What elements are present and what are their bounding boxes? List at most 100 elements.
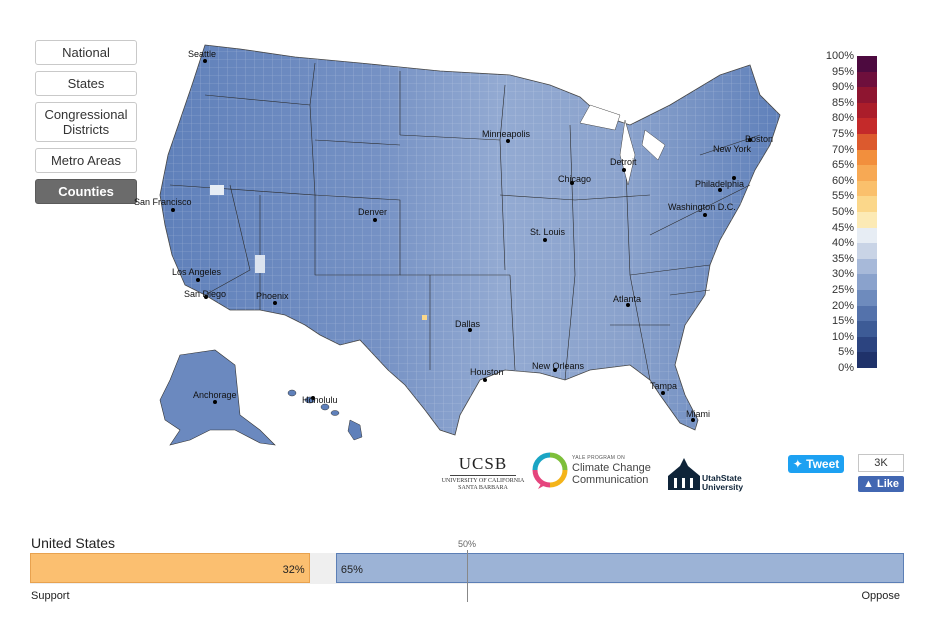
states-button[interactable]: States	[35, 71, 137, 96]
svg-text:Phoenix: Phoenix	[256, 291, 289, 301]
svg-text:Seattle: Seattle	[188, 49, 216, 59]
state-borders	[169, 62, 761, 381]
city-seattle: Seattle	[188, 49, 216, 63]
region-title: United States	[31, 535, 116, 551]
svg-text:Dallas: Dallas	[455, 319, 481, 329]
midline-label: 50%	[458, 539, 477, 549]
counties-button[interactable]: Counties	[35, 179, 137, 204]
city-dallas: Dallas	[455, 319, 481, 332]
svg-text:Minneapolis: Minneapolis	[482, 129, 531, 139]
hawaii-shape[interactable]	[287, 389, 363, 441]
city-st-louis: St. Louis	[530, 227, 566, 242]
legend-swatch	[857, 258, 877, 275]
legend-label: 50%	[831, 206, 854, 218]
legend-label: 80%	[831, 112, 854, 125]
svg-text:Houston: Houston	[470, 367, 504, 377]
svg-text:St. Louis: St. Louis	[530, 227, 566, 237]
svg-text:Tampa: Tampa	[650, 381, 677, 391]
legend-swatch	[857, 290, 877, 307]
city-miami: Miami	[686, 409, 710, 422]
twitter-bird-icon: ✦	[792, 457, 807, 471]
legend-label: 95%	[831, 65, 854, 78]
legend-swatch	[857, 227, 877, 244]
city-phoenix: Phoenix	[256, 291, 289, 305]
like-button[interactable]: ▲ Like	[858, 476, 904, 492]
city-los-angeles: Los Angeles	[172, 267, 222, 282]
city-atlanta: Atlanta	[613, 294, 641, 307]
city-san-francisco: San Francisco	[134, 197, 192, 212]
legend-swatch	[857, 336, 877, 353]
svg-text:Miami: Miami	[686, 409, 710, 419]
city-houston: Houston	[470, 367, 504, 382]
city-philadelphia: Philadelphia	[695, 179, 744, 192]
midline-marker	[467, 550, 468, 602]
oppose-label: Oppose	[861, 590, 900, 602]
svg-text:Denver: Denver	[358, 207, 387, 217]
metro-areas-button[interactable]: Metro Areas	[35, 148, 137, 173]
city-boston: Boston	[745, 134, 773, 144]
legend-swatch	[857, 212, 877, 229]
legend-swatch	[857, 165, 877, 182]
legend-label: 30%	[831, 268, 854, 281]
legend-swatch	[857, 87, 877, 104]
support-label: Support	[31, 590, 70, 602]
city-san-diego: San Diego	[184, 289, 226, 299]
legend-swatch	[857, 118, 877, 135]
legend-label: 100%	[825, 50, 854, 62]
thumbs-up-icon: ▲	[863, 478, 877, 490]
support-bar[interactable]	[30, 553, 310, 583]
city-detroit: Detroit	[610, 157, 637, 172]
legend-swatch	[857, 134, 877, 151]
utah-state-logo[interactable]: UtahState University	[666, 454, 776, 494]
legend-label: 60%	[831, 174, 854, 187]
svg-text:Anchorage: Anchorage	[193, 390, 237, 400]
svg-text:San Diego: San Diego	[184, 289, 226, 299]
like-count: 3K	[858, 454, 904, 472]
city-tampa: Tampa	[650, 381, 677, 395]
svg-text:New Orleans: New Orleans	[532, 361, 585, 371]
facebook-like-widget: 3K ▲ Like	[858, 454, 904, 492]
alaska-shape[interactable]	[159, 349, 276, 446]
svg-text:Boston: Boston	[745, 134, 773, 144]
legend-label: 35%	[831, 252, 854, 265]
national-button[interactable]: National	[35, 40, 137, 65]
support-value: 32%	[282, 564, 305, 576]
yale-climate-logo[interactable]: YALE PROGRAM ON Climate Change Communicat…	[532, 452, 672, 494]
legend-label: 15%	[831, 315, 854, 328]
tweet-button[interactable]: ✦ Tweet	[788, 455, 844, 473]
ucsb-logo[interactable]: UCSB UNIVERSITY OF CALIFORNIA SANTA BARB…	[441, 454, 525, 491]
legend-label: 45%	[831, 221, 854, 234]
svg-text:Chicago: Chicago	[558, 174, 591, 184]
svg-text:Los Angeles: Los Angeles	[172, 267, 222, 277]
legend-label: 25%	[831, 284, 854, 296]
svg-text:Detroit: Detroit	[610, 157, 637, 167]
legend-swatch	[857, 149, 877, 166]
legend-label: 55%	[831, 190, 854, 203]
city-minneapolis: Minneapolis	[482, 129, 531, 143]
city-anchorage: Anchorage	[193, 390, 237, 404]
legend-swatch	[857, 274, 877, 291]
congressional-districts-button[interactable]: Congressional Districts	[35, 102, 137, 142]
legend-swatch	[857, 180, 877, 197]
legend-label: 40%	[831, 237, 854, 250]
city-washington-dc: Washington D.C.	[668, 202, 736, 217]
legend-swatch	[857, 71, 877, 88]
legend-swatch	[857, 196, 877, 213]
yale-ring-icon	[532, 452, 568, 489]
legend-label: 65%	[831, 159, 854, 172]
city-chicago: Chicago	[558, 174, 591, 185]
legend-label: 5%	[838, 346, 854, 359]
legend-label: 0%	[838, 362, 854, 374]
oppose-bar[interactable]	[335, 553, 904, 583]
legend-label: 20%	[831, 299, 854, 312]
geography-nav: National States Congressional Districts …	[35, 40, 137, 210]
oppose-value: 65%	[340, 564, 363, 576]
legend-swatch	[857, 243, 877, 260]
color-legend: 100% 95% 90% 85% 80% 75% 70% 65% 60% 55% 50% 45% 40%…	[820, 51, 880, 374]
us-counties-map[interactable]: Seattle San Francisco Los Angeles San Di…	[110, 35, 810, 455]
svg-text:Honolulu: Honolulu	[302, 395, 338, 405]
svg-text:Atlanta: Atlanta	[613, 294, 641, 304]
legend-label: 75%	[831, 128, 854, 140]
city-new-york: New York	[713, 144, 752, 180]
svg-text:San Francisco: San Francisco	[134, 197, 192, 207]
